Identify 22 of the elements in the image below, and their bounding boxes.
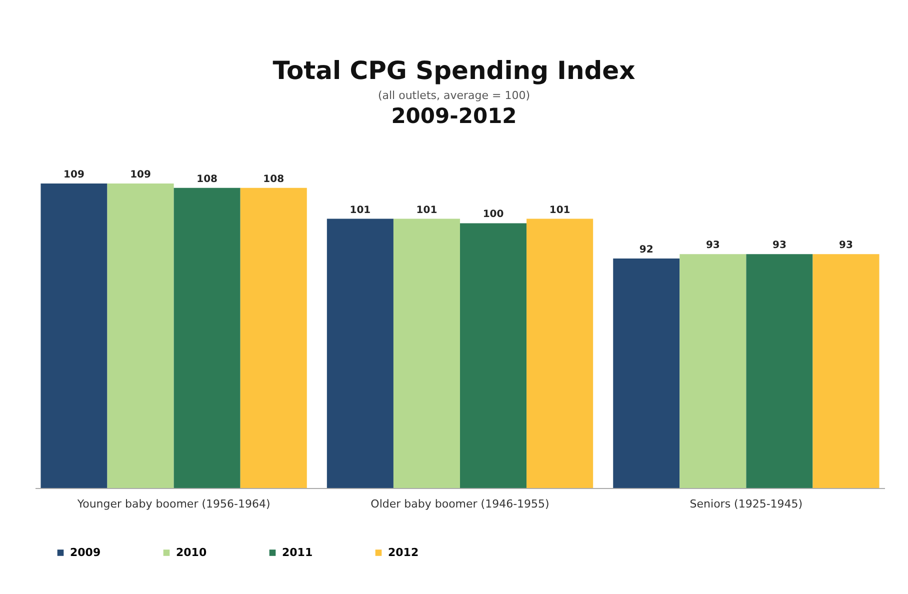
- legend-label: 2010: [176, 546, 207, 559]
- data-label: 92: [639, 244, 654, 256]
- data-label: 101: [350, 204, 371, 216]
- data-label: 108: [196, 174, 218, 185]
- x-tick-label: Seniors (1925-1945): [690, 498, 803, 510]
- data-label: 109: [64, 169, 84, 180]
- chart-subtitle: (all outlets, average = 100): [376, 89, 532, 102]
- data-label: 108: [263, 174, 284, 185]
- legend-label: 2012: [388, 546, 419, 559]
- data-label: 93: [706, 240, 720, 252]
- text: 2009-2012: [390, 104, 518, 128]
- data-label: 109: [130, 169, 152, 180]
- data-label: 100: [482, 209, 504, 220]
- legend-label: 2011: [282, 546, 313, 559]
- legend-label: 2009: [70, 546, 101, 559]
- data-label: 93: [839, 240, 854, 252]
- x-tick-label: Younger baby boomer (1956-1964): [76, 498, 270, 510]
- data-label: 101: [549, 204, 570, 216]
- data-label: 93: [772, 240, 786, 252]
- x-tick-label: Older baby boomer (1946-1955): [370, 498, 550, 510]
- data-label: 101: [416, 204, 438, 216]
- chart-title: Total CPG Spending Index: [272, 56, 636, 85]
